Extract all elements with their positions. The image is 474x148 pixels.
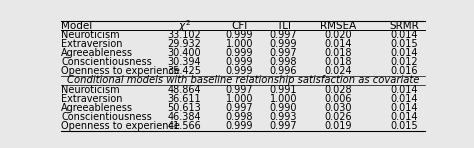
Text: 0.018: 0.018 bbox=[325, 48, 352, 58]
Text: 0.012: 0.012 bbox=[391, 57, 419, 67]
Text: 30.394: 30.394 bbox=[167, 57, 201, 67]
Text: SRMR: SRMR bbox=[390, 21, 419, 31]
Text: 0.018: 0.018 bbox=[325, 57, 352, 67]
Text: 29.932: 29.932 bbox=[167, 39, 201, 49]
Text: 0.990: 0.990 bbox=[270, 103, 297, 113]
Text: $\chi^2$: $\chi^2$ bbox=[178, 18, 191, 34]
Text: 0.999: 0.999 bbox=[270, 39, 297, 49]
Text: Agreeableness: Agreeableness bbox=[61, 48, 133, 58]
Text: 1.000: 1.000 bbox=[226, 94, 253, 104]
Text: 0.014: 0.014 bbox=[325, 39, 352, 49]
Text: Neuroticism: Neuroticism bbox=[61, 30, 120, 40]
Text: 0.014: 0.014 bbox=[391, 30, 419, 40]
Text: 0.020: 0.020 bbox=[325, 30, 352, 40]
Text: 0.030: 0.030 bbox=[325, 103, 352, 113]
Text: Model: Model bbox=[61, 21, 92, 31]
Text: Extraversion: Extraversion bbox=[61, 39, 123, 49]
Text: 0.997: 0.997 bbox=[270, 121, 297, 131]
Text: 0.014: 0.014 bbox=[391, 94, 419, 104]
Text: 0.997: 0.997 bbox=[226, 103, 253, 113]
Text: 0.014: 0.014 bbox=[391, 85, 419, 95]
Text: 0.991: 0.991 bbox=[270, 85, 297, 95]
Text: 0.014: 0.014 bbox=[391, 48, 419, 58]
Text: 0.006: 0.006 bbox=[325, 94, 352, 104]
Text: Conscientiousness: Conscientiousness bbox=[61, 112, 152, 122]
Text: Openness to experience: Openness to experience bbox=[61, 121, 180, 131]
Text: 50.613: 50.613 bbox=[167, 103, 201, 113]
Text: 0.999: 0.999 bbox=[226, 66, 253, 76]
Text: 0.028: 0.028 bbox=[325, 85, 352, 95]
Text: 48.864: 48.864 bbox=[167, 85, 201, 95]
Text: RMSEA: RMSEA bbox=[320, 21, 356, 31]
Text: 0.019: 0.019 bbox=[325, 121, 352, 131]
Text: 0.997: 0.997 bbox=[270, 30, 297, 40]
Text: Openness to experience: Openness to experience bbox=[61, 66, 180, 76]
Text: 0.014: 0.014 bbox=[391, 112, 419, 122]
Text: Conditional models with baseline relationship satisfaction as covariate: Conditional models with baseline relatio… bbox=[67, 75, 419, 85]
Text: CFI: CFI bbox=[231, 21, 247, 31]
Text: 33.102: 33.102 bbox=[167, 30, 201, 40]
Text: 0.993: 0.993 bbox=[270, 112, 297, 122]
Text: 36.611: 36.611 bbox=[167, 94, 201, 104]
Text: 0.999: 0.999 bbox=[226, 48, 253, 58]
Text: 0.999: 0.999 bbox=[226, 121, 253, 131]
Text: 0.999: 0.999 bbox=[226, 57, 253, 67]
Text: Agreeableness: Agreeableness bbox=[61, 103, 133, 113]
Text: 0.997: 0.997 bbox=[226, 85, 253, 95]
Text: 0.015: 0.015 bbox=[391, 39, 419, 49]
Text: 0.015: 0.015 bbox=[391, 121, 419, 131]
Text: 0.014: 0.014 bbox=[391, 103, 419, 113]
Text: Extraversion: Extraversion bbox=[61, 94, 123, 104]
Text: 0.998: 0.998 bbox=[270, 57, 297, 67]
Text: 0.998: 0.998 bbox=[226, 112, 253, 122]
Text: 1.000: 1.000 bbox=[226, 39, 253, 49]
Text: 41.566: 41.566 bbox=[167, 121, 201, 131]
Text: 30.400: 30.400 bbox=[167, 48, 201, 58]
Text: TLI: TLI bbox=[276, 21, 291, 31]
Text: 35.425: 35.425 bbox=[167, 66, 201, 76]
Text: 0.997: 0.997 bbox=[270, 48, 297, 58]
Text: 0.996: 0.996 bbox=[270, 66, 297, 76]
Text: 46.384: 46.384 bbox=[167, 112, 201, 122]
Text: 0.999: 0.999 bbox=[226, 30, 253, 40]
Text: Conscientiousness: Conscientiousness bbox=[61, 57, 152, 67]
Text: Neuroticism: Neuroticism bbox=[61, 85, 120, 95]
Text: 1.000: 1.000 bbox=[270, 94, 297, 104]
Text: 0.016: 0.016 bbox=[391, 66, 419, 76]
Text: 0.026: 0.026 bbox=[325, 112, 352, 122]
Text: 0.024: 0.024 bbox=[325, 66, 352, 76]
